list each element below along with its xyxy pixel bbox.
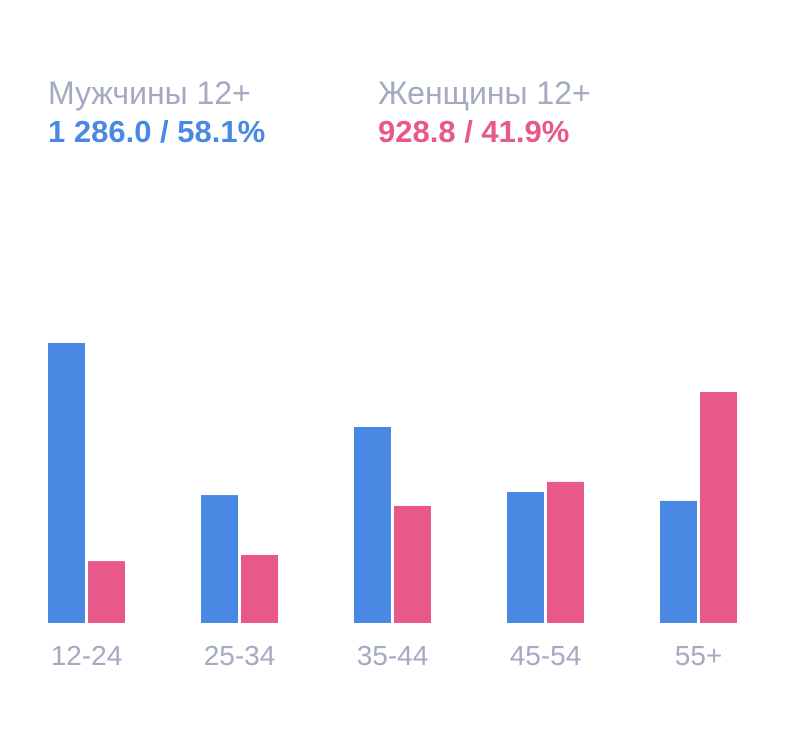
x-tick-label: 25-34	[204, 640, 276, 671]
x-tick-label: 35-44	[357, 640, 429, 671]
x-tick-label: 12-24	[51, 640, 123, 671]
x-tick-label: 55+	[675, 640, 723, 671]
bar-men-12-24	[48, 343, 85, 623]
bar-women-45-54	[547, 481, 584, 623]
bar-men-45-54	[507, 491, 544, 623]
legend-value-men: 1 286.0 / 58.1%	[48, 114, 266, 149]
legend-label-women: Женщины 12+	[378, 75, 591, 111]
bar-men-35-44	[354, 427, 391, 623]
bar-women-12-24	[88, 561, 125, 623]
bar-women-25-34	[241, 554, 278, 623]
bar-men-25-34	[201, 495, 238, 623]
x-tick-label: 45-54	[510, 640, 582, 671]
bar-men-55+	[660, 500, 697, 623]
legend-label-men: Мужчины 12+	[48, 75, 251, 111]
legend-item-men: Мужчины 12+ 1 286.0 / 58.1%	[48, 74, 265, 152]
bar-women-35-44	[394, 505, 431, 623]
legend-value-women: 928.8 / 41.9%	[378, 114, 570, 149]
legend-item-women: Женщины 12+ 928.8 / 41.9%	[378, 74, 591, 152]
bar-women-55+	[700, 392, 737, 623]
